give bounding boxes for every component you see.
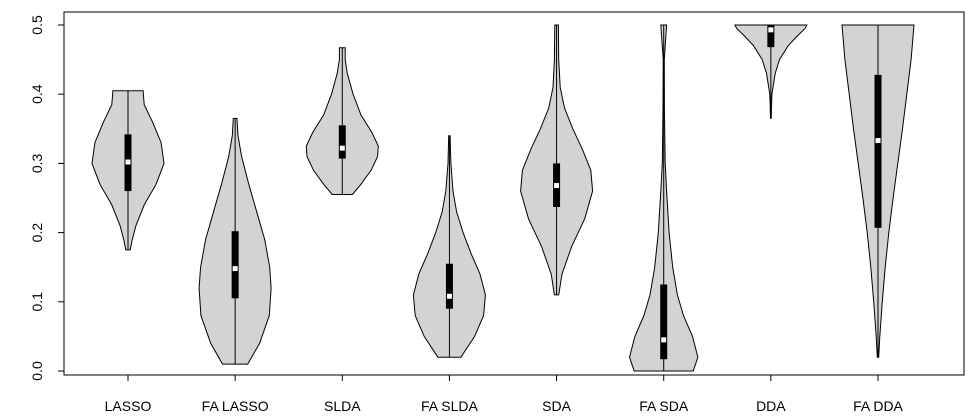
x-tick-label: FA SLDA	[421, 398, 478, 414]
violin-median-point	[661, 337, 667, 343]
x-tick-label: SLDA	[324, 398, 361, 414]
x-tick-label: SDA	[542, 398, 571, 414]
y-tick-label: 0.1	[29, 292, 45, 312]
violins-layer	[91, 24, 915, 372]
x-tick-label: FA LASSO	[202, 398, 269, 414]
violin-iqr-box	[231, 231, 239, 299]
y-axis: 0.0 0.1 0.2 0.3 0.4 0.5	[29, 15, 64, 381]
y-tick-label: 0.0	[29, 361, 45, 381]
violin-slda	[305, 47, 379, 195]
x-tick-label: LASSO	[105, 398, 152, 414]
violin-sda	[520, 24, 594, 296]
x-tick-label: DDA	[756, 398, 786, 414]
violin-median-point	[125, 159, 131, 165]
violin-median-point	[875, 138, 881, 144]
violin-lasso	[91, 90, 165, 251]
y-tick-label: 0.2	[29, 223, 45, 243]
y-tick-label: 0.3	[29, 153, 45, 173]
violin-fa-sda	[628, 24, 699, 372]
violin-fa-slda	[412, 135, 486, 358]
x-tick-label: FA DDA	[853, 398, 903, 414]
y-tick-label: 0.5	[29, 15, 45, 35]
violin-dda	[734, 24, 808, 119]
violin-iqr-box	[660, 284, 668, 360]
plot-frame	[63, 11, 965, 376]
violin-fa-lasso	[198, 117, 272, 365]
x-tick-label: FA SDA	[639, 398, 689, 414]
y-tick-label: 0.4	[29, 84, 45, 104]
violin-fa-dda	[841, 24, 915, 358]
violin-median-point	[768, 27, 774, 33]
x-axis: LASSO FA LASSO SLDA FA SLDA SDA FA SDA DDA FA D…	[105, 375, 904, 414]
violin-iqr-box	[767, 25, 775, 48]
violin-median-point	[232, 266, 238, 272]
violin-median-point	[554, 183, 560, 189]
violin-iqr-box	[874, 74, 882, 228]
violin-median-point	[446, 293, 452, 299]
violin-median-point	[339, 145, 345, 151]
violin-iqr-box	[338, 125, 346, 159]
violin-iqr-box	[445, 263, 453, 309]
